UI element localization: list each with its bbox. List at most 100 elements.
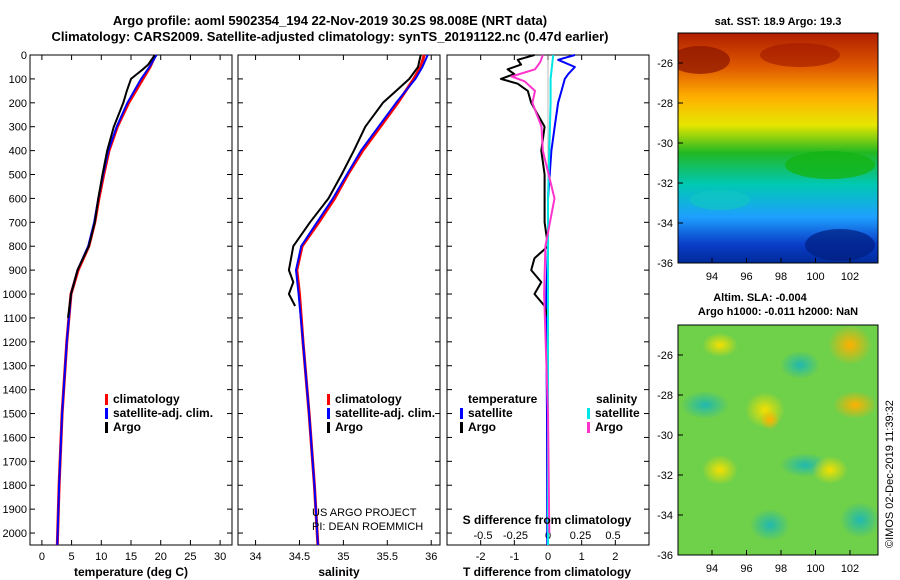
timestamp: ©IMOS 02-Dec-2019 11:39:32 <box>884 400 896 548</box>
t-difference-axis-label: T difference from climatology <box>463 565 631 579</box>
depth-tick-label: 1600 <box>3 432 27 444</box>
lon-tick-label: 94 <box>706 563 718 575</box>
lon-tick-label: 102 <box>841 563 859 575</box>
depth-tick-label: 700 <box>9 217 27 229</box>
chart-title-line1: Argo profile: aoml 5902354_194 22-Nov-20… <box>112 13 548 28</box>
legend-header-temperature: temperature <box>468 392 538 406</box>
depth-tick-label: 300 <box>9 122 27 134</box>
x-tick-label: 0 <box>39 551 45 563</box>
lat-tick-label: -36 <box>657 258 673 270</box>
lat-tick-label: -26 <box>657 58 673 70</box>
s-tick-label: -0.25 <box>503 530 528 542</box>
legend-label-argo: Argo <box>335 420 363 434</box>
depth-axis: 0 100 200 300 400 500 600 700 800 900 1000 1100 1200… <box>3 50 27 540</box>
depth-tick-label: 1800 <box>3 480 27 492</box>
lon-tick-label: 96 <box>740 271 752 283</box>
legend-swatch-climatology <box>105 394 108 405</box>
x-tick-label: 2 <box>612 551 618 563</box>
series-line-climatology <box>295 54 426 546</box>
difference-legend: temperature satellite Argo salinity sate… <box>460 392 640 434</box>
x-tick-label: 15 <box>125 551 137 563</box>
legend-swatch-s-satellite <box>587 408 590 419</box>
x-tick-label: -2 <box>476 551 486 563</box>
depth-tick-label: 200 <box>9 98 27 110</box>
lon-tick-label: 98 <box>775 563 787 575</box>
depth-tick-label: 1100 <box>3 313 27 325</box>
sla-map <box>678 325 878 555</box>
salinity-legend: climatology satellite-adj. clim. Argo <box>327 392 435 434</box>
legend-swatch-argo <box>105 422 108 433</box>
sla-map-frame <box>677 324 879 556</box>
depth-tick-label: 1200 <box>3 337 27 349</box>
legend-label-t-satellite: satellite <box>468 406 513 420</box>
lat-tick-label: -28 <box>657 390 673 402</box>
depth-tick-label: 1500 <box>3 409 27 421</box>
lat-tick-label: -34 <box>657 218 673 230</box>
legend-label-argo: Argo <box>113 420 141 434</box>
series-line-argo <box>287 54 422 307</box>
series-line-climatology <box>55 54 157 546</box>
depth-tick-label: 800 <box>9 241 27 253</box>
x-tick-label: 1 <box>579 551 585 563</box>
x-tick-label: 35.5 <box>377 551 398 563</box>
sst-map <box>678 33 878 263</box>
temperature-axis-label: temperature (deg C) <box>74 565 188 579</box>
legend-swatch-argo <box>327 422 330 433</box>
lat-tick-label: -30 <box>657 138 673 150</box>
sst-map-title: sat. SST: 18.9 Argo: 19.3 <box>715 16 842 28</box>
lon-tick-label: 100 <box>806 563 824 575</box>
series-line-s-argo <box>510 54 556 534</box>
legend-swatch-satellite <box>105 408 108 419</box>
series-line-satellite-adj-clim- <box>295 54 429 546</box>
legend-label-t-argo: Argo <box>468 420 496 434</box>
lat-tick-label: -30 <box>657 430 673 442</box>
x-tick-label: 34.5 <box>289 551 310 563</box>
lat-tick-label: -32 <box>657 178 673 190</box>
lat-tick-label: -36 <box>657 550 673 562</box>
x-tick-label: 20 <box>155 551 167 563</box>
legend-swatch-s-argo <box>587 422 590 433</box>
x-tick-label: 35 <box>337 551 349 563</box>
legend-header-salinity: salinity <box>596 392 638 406</box>
x-tick-label: 5 <box>69 551 75 563</box>
depth-tick-label: 1900 <box>3 504 27 516</box>
lon-tick-label: 102 <box>841 271 859 283</box>
lon-tick-label: 94 <box>706 271 718 283</box>
lon-tick-label: 100 <box>806 271 824 283</box>
s-tick-label: -0.5 <box>474 530 493 542</box>
legend-swatch-satellite <box>327 408 330 419</box>
depth-tick-label: 1400 <box>3 385 27 397</box>
chart-title-line2: Climatology: CARS2009. Satellite-adjuste… <box>51 29 609 44</box>
legend-label-satellite: satellite-adj. clim. <box>335 406 435 420</box>
depth-tick-label: 1300 <box>3 361 27 373</box>
sst-map-frame <box>677 32 879 264</box>
depth-tick-label: 1000 <box>3 289 27 301</box>
lat-tick-label: -28 <box>657 98 673 110</box>
x-tick-label: 25 <box>184 551 196 563</box>
s-tick-label: 0.25 <box>570 530 591 542</box>
x-tick-label: 36 <box>425 551 437 563</box>
depth-tick-label: 900 <box>9 265 27 277</box>
lat-tick-label: -32 <box>657 470 673 482</box>
depth-tick-label: 1700 <box>3 456 27 468</box>
depth-tick-label: 400 <box>9 146 27 158</box>
difference-plot: -2 -1 0 1 2-0.5 -0.25 0 0.25 0.5 <box>447 54 649 563</box>
sla-map-title1: Altim. SLA: -0.004 <box>713 292 807 304</box>
salinity-plot: 34 34.5 35 35.5 36 <box>238 54 440 563</box>
depth-tick-label: 2000 <box>3 528 27 540</box>
legend-swatch-t-satellite <box>460 408 463 419</box>
temperature-legend: climatology satellite-adj. clim. Argo <box>105 392 213 434</box>
x-tick-label: 34 <box>249 551 261 563</box>
salinity-panel <box>237 54 441 546</box>
x-tick-label: 0 <box>545 551 551 563</box>
x-tick-label: -1 <box>509 551 519 563</box>
lon-tick-label: 96 <box>740 563 752 575</box>
depth-tick-label: 100 <box>9 74 27 86</box>
series-line-argo <box>67 54 156 319</box>
series-line-t-satellite <box>545 54 576 546</box>
x-tick-label: 30 <box>214 551 226 563</box>
s-difference-axis-label: S difference from climatology <box>463 513 632 527</box>
series-line-satellite-adj-clim- <box>56 54 158 546</box>
depth-tick-label: 600 <box>9 193 27 205</box>
